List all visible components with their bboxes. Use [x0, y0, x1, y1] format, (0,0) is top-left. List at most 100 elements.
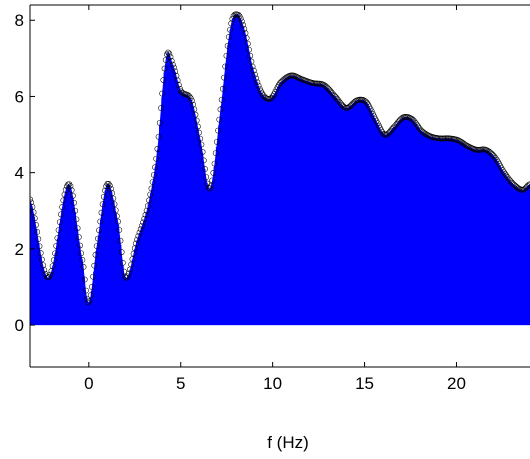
- spectrum-marker: [33, 222, 39, 228]
- spectrum-marker: [98, 209, 105, 216]
- spectrum-marker: [237, 15, 244, 22]
- spectrum-marker: [122, 273, 129, 280]
- y-tick-label: 6: [15, 87, 24, 106]
- spectrum-marker: [124, 273, 131, 280]
- spectrum-marker: [173, 72, 180, 79]
- spectrum-marker: [66, 181, 73, 188]
- spectrum-marker: [241, 26, 248, 32]
- spectrum-marker: [50, 257, 57, 264]
- spectrum-marker: [254, 79, 261, 86]
- spectrum-marker: [153, 155, 160, 162]
- spectrum-marker: [39, 256, 45, 263]
- spectrum-marker: [128, 261, 135, 268]
- spectrum-marker: [250, 67, 257, 74]
- spectrum-marker: [86, 297, 93, 304]
- spectrum-marker: [399, 114, 406, 121]
- spectrum-marker: [121, 268, 127, 275]
- spectrum-marker: [72, 207, 79, 214]
- spectrum-marker: [112, 207, 119, 214]
- spectrum-marker: [154, 146, 161, 152]
- y-tick-label: 4: [15, 164, 24, 183]
- spectrum-marker: [83, 287, 89, 294]
- spectrum-marker: [134, 236, 141, 243]
- spectrum-marker: [149, 179, 156, 185]
- spectrum-marker: [41, 267, 48, 273]
- spectrum-marker: [96, 227, 102, 234]
- spectrum-marker: [129, 256, 136, 263]
- spectrum-marker: [30, 196, 33, 203]
- spectrum-marker: [136, 229, 143, 236]
- spectrum-marker: [218, 96, 225, 103]
- spectrum-marker: [150, 172, 157, 178]
- spectrum-marker: [78, 250, 85, 257]
- spectrum-marker: [165, 49, 171, 56]
- spectrum-marker: [119, 260, 126, 266]
- spectrum-marker: [156, 119, 163, 126]
- spectrum-marker: [206, 185, 213, 192]
- spectrum-marker: [62, 186, 69, 193]
- spectrum-marker: [193, 117, 200, 124]
- x-tick-label: 15: [355, 374, 374, 393]
- spectrum-marker: [252, 71, 258, 78]
- spectrum-marker: [197, 135, 204, 142]
- x-tick-label: 20: [447, 374, 466, 393]
- spectrum-marker: [31, 215, 38, 222]
- spectrum-marker: [147, 191, 154, 198]
- spectrum-marker: [105, 180, 112, 187]
- spectrum-marker: [142, 212, 149, 218]
- spectrum-marker: [102, 187, 108, 194]
- spectrum-marker: [191, 106, 198, 113]
- spectrum-marker: [227, 26, 233, 33]
- spectrum-marker: [97, 218, 104, 225]
- spectrum-marker: [223, 52, 230, 59]
- spectrum-marker: [225, 34, 232, 40]
- spectrum-marker: [92, 251, 99, 258]
- spectrum-marker: [246, 46, 252, 53]
- spectrum-marker: [167, 53, 174, 60]
- spectrum-marker: [89, 284, 95, 290]
- spectrum-marker: [125, 270, 132, 277]
- spectrum-marker: [30, 209, 37, 216]
- spectrum-marker: [160, 77, 167, 83]
- spectrum-marker: [108, 185, 114, 192]
- spectrum-marker: [212, 150, 219, 157]
- spectrum-marker: [55, 227, 62, 233]
- spectrum-fill-layer: [30, 14, 530, 326]
- y-tick-label: 8: [15, 11, 24, 30]
- spectrum-marker: [73, 216, 80, 223]
- spectrum-marker: [110, 195, 117, 202]
- spectrum-marker: [35, 236, 42, 242]
- spectrum-marker: [91, 262, 98, 269]
- spectrum-marker: [189, 97, 195, 104]
- spectrum-marker: [53, 243, 60, 249]
- y-tick-label: 2: [15, 240, 24, 259]
- plot-area: [30, 11, 530, 326]
- spectrum-marker: [146, 197, 152, 204]
- spectrum-marker: [203, 174, 210, 180]
- spectrum-marker: [174, 77, 181, 84]
- spectrum-marker: [77, 242, 83, 249]
- spectrum-marker: [114, 213, 120, 220]
- spectrum-marker-layer: [30, 11, 530, 306]
- spectrum-marker: [130, 250, 137, 257]
- spectrum-marker: [139, 222, 145, 229]
- spectrum-marker: [135, 233, 142, 239]
- spectrum-marker: [34, 229, 41, 235]
- spectrum-marker: [99, 201, 106, 208]
- spectrum-marker: [368, 108, 375, 115]
- spectrum-marker: [158, 105, 164, 112]
- spectrum-marker: [255, 82, 262, 89]
- spectrum-marker: [117, 237, 124, 244]
- spectrum-marker: [141, 215, 148, 222]
- spectrum-marker: [256, 85, 263, 92]
- spectrum-marker: [111, 201, 118, 208]
- spectrum-marker: [47, 271, 54, 278]
- x-tick-label: 10: [263, 374, 282, 393]
- spectrum-marker: [527, 181, 530, 187]
- spectrum-marker: [202, 166, 208, 172]
- spectrum-marker: [79, 257, 86, 263]
- spectrum-marker: [211, 160, 218, 167]
- spectrum-marker: [137, 226, 144, 233]
- spectrum-marker: [30, 199, 35, 206]
